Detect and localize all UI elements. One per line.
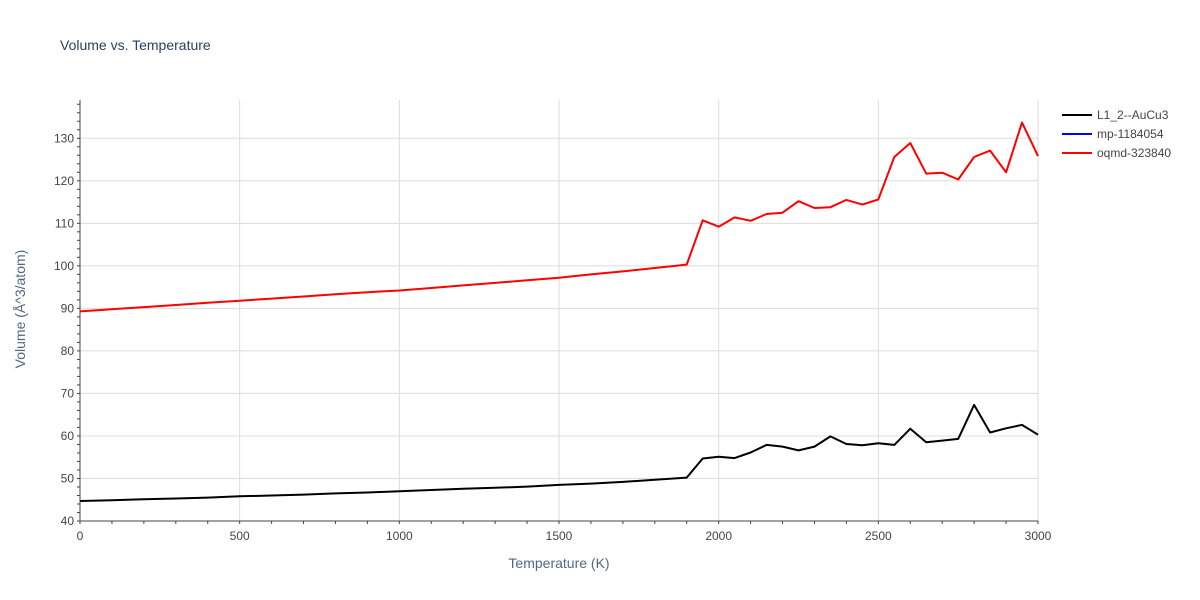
y-tick-label: 80 bbox=[61, 344, 75, 358]
axes: 0 500 1000 1500 2000 2500 3000 40 50 60 70 80 90 100 1… bbox=[54, 100, 1052, 543]
gridlines bbox=[80, 100, 1039, 521]
y-tick-label: 110 bbox=[55, 216, 74, 230]
x-tick-label: 1500 bbox=[546, 529, 573, 543]
x-tick-label: 0 bbox=[77, 529, 84, 543]
chart-title: Volume vs. Temperature bbox=[60, 37, 211, 53]
legend-item-oqmd-323840[interactable]: oqmd-323840 bbox=[1062, 146, 1171, 160]
series-line-oqmd-323840 bbox=[79, 121, 1039, 313]
x-tick-label: 500 bbox=[230, 529, 250, 543]
y-tick-label: 50 bbox=[61, 471, 75, 485]
y-tick-label: 100 bbox=[54, 259, 74, 273]
y-tick-label: 60 bbox=[61, 429, 75, 443]
y-tick-label: 90 bbox=[61, 301, 75, 315]
legend-label: L1_2--AuCu3 bbox=[1097, 108, 1169, 122]
x-tick-label: 1000 bbox=[386, 529, 413, 543]
x-tick-label: 2500 bbox=[865, 529, 892, 543]
legend-item-l1-2-aucu3[interactable]: L1_2--AuCu3 bbox=[1062, 108, 1169, 122]
y-tick-label: 130 bbox=[54, 131, 74, 145]
plot-area bbox=[79, 121, 1039, 502]
y-tick-label: 70 bbox=[61, 386, 75, 400]
legend[interactable]: L1_2--AuCu3 mp-1184054 oqmd-323840 bbox=[1062, 108, 1171, 160]
y-tick-label: 120 bbox=[54, 174, 74, 188]
legend-label: oqmd-323840 bbox=[1097, 146, 1171, 160]
legend-item-mp-1184054[interactable]: mp-1184054 bbox=[1062, 127, 1164, 141]
x-tick-label: 3000 bbox=[1025, 529, 1052, 543]
y-axis-title: Volume (Å^3/atom) bbox=[12, 250, 28, 369]
y-tick-label: 40 bbox=[61, 514, 75, 528]
x-axis-title: Temperature (K) bbox=[508, 555, 609, 571]
legend-label: mp-1184054 bbox=[1097, 127, 1164, 141]
series-line-l1-2-aucu3 bbox=[79, 403, 1039, 502]
x-tick-label: 2000 bbox=[705, 529, 732, 543]
